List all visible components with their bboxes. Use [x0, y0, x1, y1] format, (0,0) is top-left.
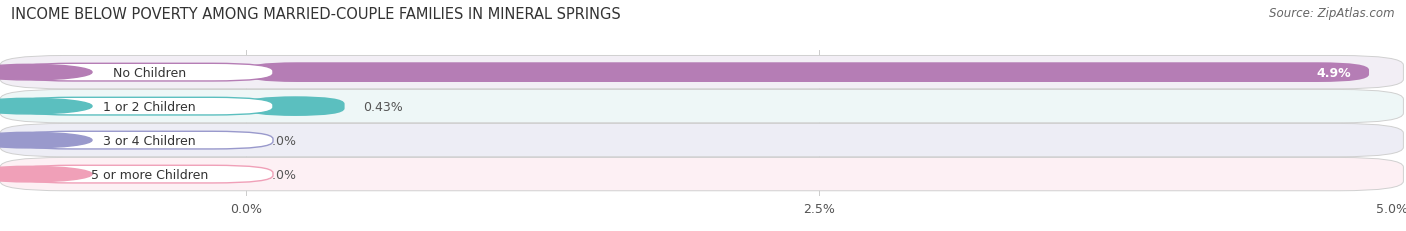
Text: 0.0%: 0.0% [264, 168, 297, 181]
Circle shape [0, 99, 91, 114]
FancyBboxPatch shape [13, 166, 273, 183]
Text: INCOME BELOW POVERTY AMONG MARRIED-COUPLE FAMILIES IN MINERAL SPRINGS: INCOME BELOW POVERTY AMONG MARRIED-COUPL… [11, 7, 621, 22]
Text: No Children: No Children [112, 66, 186, 79]
Circle shape [0, 133, 91, 148]
FancyBboxPatch shape [0, 124, 1403, 157]
FancyBboxPatch shape [13, 132, 273, 149]
Circle shape [0, 167, 91, 182]
Text: 3 or 4 Children: 3 or 4 Children [103, 134, 195, 147]
Circle shape [0, 65, 91, 81]
FancyBboxPatch shape [0, 90, 1403, 123]
Text: 0.43%: 0.43% [363, 100, 402, 113]
Text: 0.0%: 0.0% [264, 134, 297, 147]
Text: 4.9%: 4.9% [1316, 66, 1351, 79]
FancyBboxPatch shape [246, 97, 344, 116]
Text: 5 or more Children: 5 or more Children [91, 168, 208, 181]
FancyBboxPatch shape [13, 98, 273, 116]
FancyBboxPatch shape [0, 56, 1403, 89]
FancyBboxPatch shape [13, 64, 273, 82]
Text: Source: ZipAtlas.com: Source: ZipAtlas.com [1270, 7, 1395, 20]
FancyBboxPatch shape [246, 63, 1369, 83]
Text: 1 or 2 Children: 1 or 2 Children [103, 100, 195, 113]
FancyBboxPatch shape [0, 158, 1403, 191]
